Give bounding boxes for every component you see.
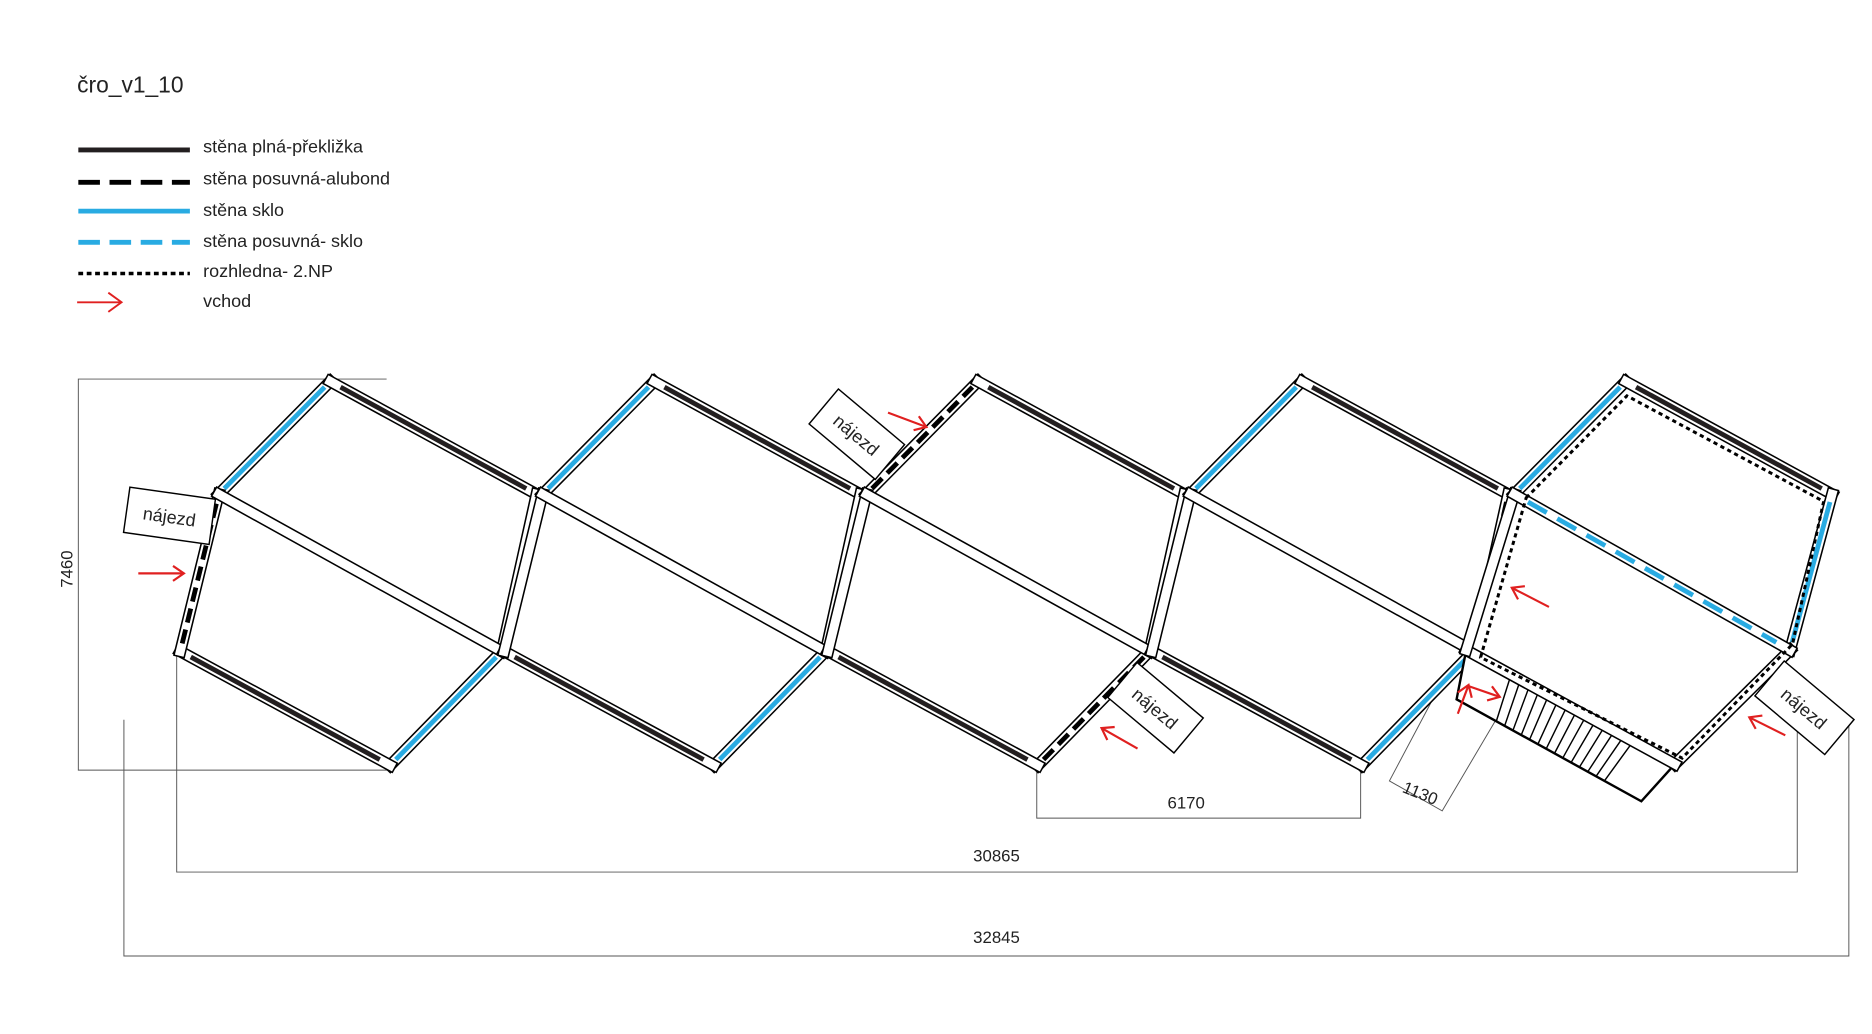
edge-bottom-left-solid-black-wall [1161, 654, 1353, 762]
entrance-arrow-icon [1510, 585, 1550, 608]
legend: stěna plná-překližka stěna posuvná-alubo… [77, 136, 390, 313]
stair-step [1570, 720, 1597, 763]
entrance-arrow-icon [1099, 725, 1139, 750]
arrow-shaft [887, 411, 927, 429]
edge-bottom-right-frame-inner [1668, 643, 1797, 771]
dim-line-height [77, 378, 391, 771]
edge-bottom-left-solid-black-wall [189, 654, 381, 762]
edge-bottom-right-solid-blue-wall [394, 655, 498, 762]
lookout-2np-outline [1478, 393, 1826, 760]
arrow-head [1457, 683, 1473, 699]
edge-top-left-solid-blue-wall [1194, 385, 1298, 491]
edge-top-left-solid-blue-wall [546, 385, 651, 491]
module-1 [172, 372, 545, 774]
dim-total-length: 32845 [973, 928, 1020, 947]
edge-top-left-solid-blue-wall [222, 385, 327, 491]
stair-step [1578, 725, 1606, 768]
dim-module: 6170 [1168, 793, 1205, 812]
module-4 [1143, 372, 1517, 774]
edge-top-right-solid-black-wall [987, 384, 1176, 491]
dim-line-stair [1388, 701, 1498, 812]
dim-stair: 1130 [1400, 778, 1441, 809]
legend-label: stěna posuvná-alubond [203, 169, 390, 189]
edge-bottom-right-solid-blue-wall [717, 655, 822, 762]
module-2 [496, 372, 869, 774]
edge-bottom-left-frame-inner [1460, 644, 1681, 771]
stair-step [1537, 699, 1559, 745]
ramp-label-1: nájezd [122, 486, 217, 546]
legend-label: stěna sklo [203, 200, 284, 220]
entrance-arrow-icon [138, 565, 186, 582]
drawing-title: čro_v1_10 [77, 71, 183, 97]
stair-step [1503, 679, 1522, 727]
entrance-arrow-icon [1468, 685, 1502, 702]
stair-step [1603, 740, 1634, 782]
entrance-arrow-icon [887, 411, 929, 432]
legend-label: stěna posuvná- sklo [203, 231, 363, 251]
edge-top-right-solid-black-wall [663, 384, 852, 491]
edge-diagonal-frame-inner [1184, 488, 1480, 658]
edge-left-frame-inner [822, 488, 872, 657]
arrow-shaft [1511, 586, 1550, 608]
arrow-head [1099, 725, 1115, 741]
stair-step [1562, 715, 1587, 759]
arrow-head [1510, 585, 1526, 600]
arrow-head [1747, 714, 1763, 730]
modules [172, 372, 1841, 803]
edge-bottom-left-solid-black-wall [513, 654, 705, 762]
legend-label: rozhledna- 2.NP [203, 261, 333, 281]
stair-step [1587, 730, 1615, 773]
edge-top-left-dashed-black-wall [870, 385, 975, 491]
legend-arrow-icon [77, 291, 124, 313]
entrance-arrows [138, 411, 1786, 750]
stair-step [1545, 705, 1569, 750]
arrow-head [1486, 685, 1502, 702]
arrow-shaft [1468, 685, 1501, 698]
arrow-shaft [1748, 716, 1786, 737]
edge-diagonal-frame-inner [536, 488, 832, 658]
stair-step [1495, 674, 1512, 722]
arrow-shaft [1456, 684, 1470, 715]
edge-top-right-solid-black-wall [339, 384, 528, 491]
edge-left-frame-inner [1146, 488, 1196, 657]
stair-step [1553, 710, 1578, 754]
edge-left-frame-inner [498, 488, 548, 657]
entrance-arrow-icon [1747, 714, 1786, 737]
edge-diagonal-dashed-blue-wall [1526, 499, 1778, 645]
edge-diagonal-frame-inner [212, 488, 508, 658]
edge-left-frame-inner [1460, 488, 1520, 656]
entrance-arrow-icon [1456, 683, 1473, 715]
arrow-shaft [1101, 727, 1139, 750]
edge-diagonal-frame-inner [860, 488, 1156, 658]
stair-step [1528, 694, 1550, 740]
edge-top-left-solid-blue-wall [1518, 385, 1622, 491]
module-3 [819, 372, 1193, 774]
dim-line-module [1036, 767, 1362, 819]
edge-top-right-solid-black-wall [1634, 384, 1823, 491]
edge-bottom-left-solid-black-wall [837, 654, 1029, 762]
arrow-head [913, 415, 929, 432]
stair-step [1520, 689, 1540, 736]
dimensions [77, 378, 1850, 957]
stair-step [1512, 684, 1531, 731]
edge-bottom-right-solid-blue-wall [1365, 655, 1470, 762]
stair-step [1595, 735, 1625, 777]
arrow-head [172, 565, 186, 582]
dim-line-total-length [123, 719, 1850, 957]
dim-line-inner-length [176, 653, 1798, 873]
ramp-label-2: nájezd [808, 388, 906, 481]
dim-height: 7460 [57, 550, 76, 587]
legend-label: stěna plná-překližka [203, 136, 363, 156]
edge-top-right-solid-black-wall [1311, 384, 1500, 491]
legend-label: vchod [203, 291, 251, 311]
module-5 [1455, 372, 1841, 803]
dim-inner-length: 30865 [973, 846, 1020, 865]
